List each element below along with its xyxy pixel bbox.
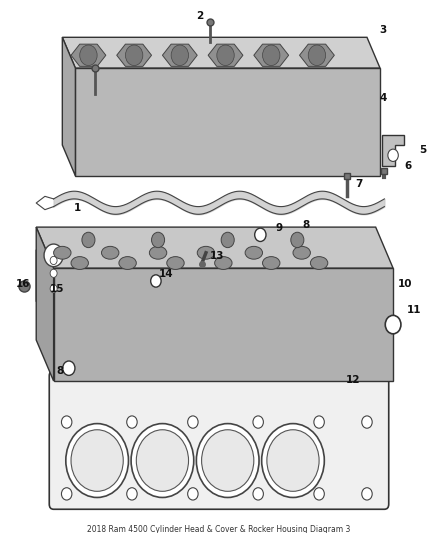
Text: 16: 16	[16, 279, 30, 288]
Polygon shape	[36, 235, 71, 302]
Text: 9: 9	[276, 223, 283, 233]
Polygon shape	[53, 268, 393, 381]
Text: 2: 2	[196, 11, 203, 21]
Polygon shape	[75, 68, 380, 176]
Polygon shape	[62, 37, 75, 176]
Ellipse shape	[149, 246, 167, 259]
Polygon shape	[71, 44, 106, 67]
Circle shape	[221, 232, 234, 248]
Circle shape	[50, 285, 57, 293]
Circle shape	[127, 416, 137, 428]
Circle shape	[362, 416, 372, 428]
Circle shape	[388, 149, 398, 161]
Circle shape	[151, 275, 161, 287]
Ellipse shape	[262, 256, 280, 270]
Circle shape	[152, 232, 165, 248]
Text: 8: 8	[302, 220, 310, 230]
Circle shape	[50, 256, 57, 264]
Polygon shape	[36, 227, 53, 381]
Circle shape	[314, 488, 324, 500]
Ellipse shape	[197, 246, 215, 259]
Polygon shape	[382, 135, 404, 166]
Circle shape	[71, 430, 123, 491]
Circle shape	[187, 488, 198, 500]
Circle shape	[314, 416, 324, 428]
Ellipse shape	[311, 256, 328, 270]
Text: 1: 1	[74, 203, 81, 213]
Circle shape	[362, 488, 372, 500]
Text: 10: 10	[398, 279, 413, 288]
Ellipse shape	[167, 256, 184, 270]
Circle shape	[136, 430, 188, 491]
Text: 5: 5	[419, 145, 426, 155]
Circle shape	[127, 488, 137, 500]
Polygon shape	[208, 44, 243, 67]
Circle shape	[217, 45, 234, 66]
Circle shape	[187, 416, 198, 428]
Ellipse shape	[119, 256, 136, 270]
Text: 15: 15	[50, 284, 64, 294]
Circle shape	[308, 45, 325, 66]
Circle shape	[171, 45, 188, 66]
Text: 3: 3	[379, 25, 387, 35]
Circle shape	[262, 45, 280, 66]
Circle shape	[125, 45, 143, 66]
Polygon shape	[162, 44, 197, 67]
Text: 2018 Ram 4500 Cylinder Head & Cover & Rocker Housing Diagram 3: 2018 Ram 4500 Cylinder Head & Cover & Ro…	[87, 524, 351, 533]
Circle shape	[254, 228, 266, 241]
Ellipse shape	[71, 256, 88, 270]
Polygon shape	[254, 44, 289, 67]
Circle shape	[291, 232, 304, 248]
Circle shape	[50, 269, 57, 277]
Circle shape	[267, 430, 319, 491]
Polygon shape	[117, 44, 152, 67]
Text: 11: 11	[407, 305, 421, 315]
Text: 13: 13	[209, 252, 224, 261]
Polygon shape	[300, 44, 334, 67]
Text: 6: 6	[405, 160, 412, 171]
Ellipse shape	[102, 246, 119, 259]
Text: 8: 8	[57, 366, 64, 376]
Polygon shape	[36, 227, 393, 268]
Text: 7: 7	[356, 179, 363, 189]
Circle shape	[63, 361, 75, 375]
Circle shape	[82, 232, 95, 248]
Circle shape	[61, 416, 72, 428]
Circle shape	[61, 488, 72, 500]
FancyBboxPatch shape	[49, 371, 389, 509]
Circle shape	[196, 424, 259, 497]
Polygon shape	[62, 37, 380, 68]
Circle shape	[261, 424, 324, 497]
Circle shape	[66, 424, 128, 497]
Ellipse shape	[293, 246, 311, 259]
Ellipse shape	[245, 246, 262, 259]
Ellipse shape	[215, 256, 232, 270]
Circle shape	[253, 416, 263, 428]
Text: 14: 14	[159, 269, 173, 279]
Text: 12: 12	[346, 375, 360, 385]
Circle shape	[80, 45, 97, 66]
Ellipse shape	[53, 246, 71, 259]
Circle shape	[131, 424, 194, 497]
Circle shape	[44, 244, 63, 266]
Text: 4: 4	[379, 93, 387, 103]
Circle shape	[385, 316, 401, 334]
Circle shape	[253, 488, 263, 500]
Circle shape	[201, 430, 254, 491]
